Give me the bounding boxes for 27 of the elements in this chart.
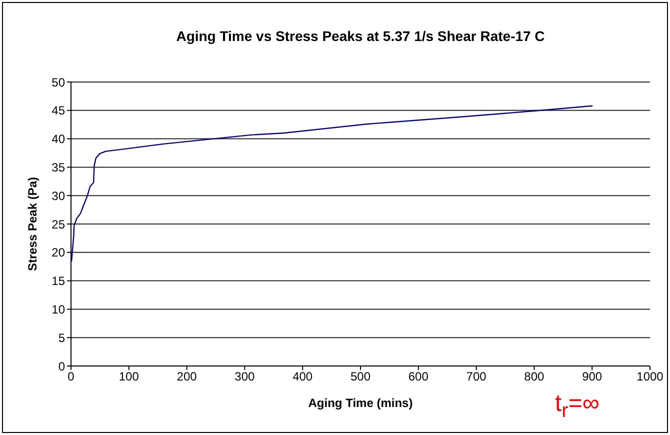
y-axis-title: Stress Peak (Pa): [25, 176, 40, 272]
x-tick-label: 100: [118, 370, 140, 384]
y-tick-label: 10: [52, 302, 66, 316]
y-tick-label: 0: [58, 359, 66, 374]
x-tick-label: 300: [234, 370, 256, 384]
x-axis-title: Aging Time (mins): [308, 396, 413, 410]
x-tick-label: 700: [466, 370, 487, 384]
x-tick-label: 1000: [636, 370, 664, 384]
y-tick-label: 50: [52, 75, 66, 90]
x-tick-label: 200: [176, 370, 198, 384]
text: t$_{r}$=∞: [555, 390, 600, 423]
y-tick-label: 20: [52, 246, 66, 260]
y-tick-label: 45: [52, 104, 66, 118]
x-tick-label: 400: [292, 370, 313, 384]
y-tick-label: 25: [52, 217, 66, 232]
y-tick-label: 15: [52, 274, 66, 288]
x-tick-label: 0: [68, 370, 75, 384]
y-tick-label: 5: [58, 330, 66, 345]
x-tick-label: 500: [350, 370, 371, 384]
x-tick-label: 900: [582, 370, 602, 384]
chart-title: Aging Time vs Stress Peaks at 5.37 1/s Shear Rate-17 C: [175, 28, 546, 44]
x-tick-label: 600: [408, 370, 429, 384]
y-tick-label: 30: [52, 188, 66, 203]
y-tick-label: 40: [52, 132, 66, 146]
line-series: [71, 105, 593, 262]
x-tick-label: 800: [524, 370, 545, 384]
y-tick-label: 35: [52, 160, 66, 174]
